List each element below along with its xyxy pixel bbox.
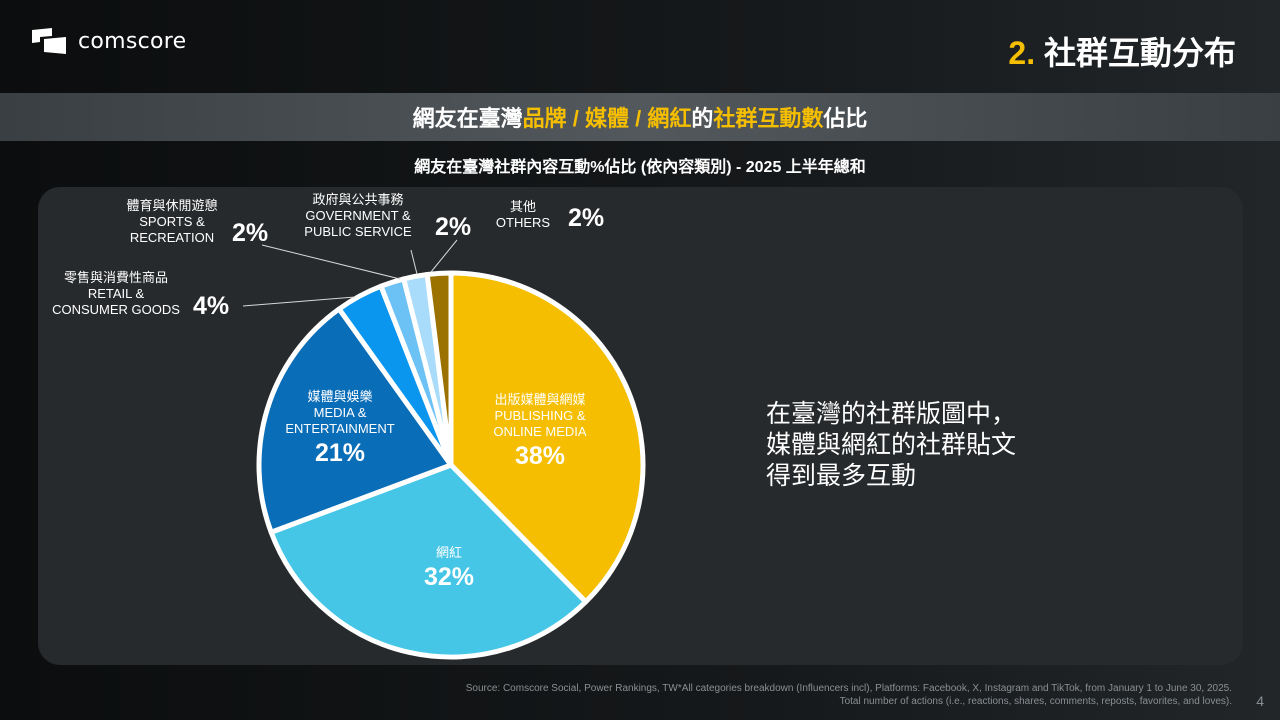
slice-label-media: 媒體與娛樂 MEDIA & ENTERTAINMENT 21% (270, 389, 410, 469)
takeaway-line: 在臺灣的社群版圖中， (766, 399, 1017, 428)
banner-highlight: 社群互動數 (713, 106, 824, 131)
section-number: 2. (1008, 35, 1036, 71)
label-en: GOVERNMENT & (305, 208, 411, 223)
takeaway-line: 得到最多互動 (766, 461, 917, 490)
source-note: Source: Comscore Social, Power Rankings,… (466, 682, 1232, 708)
leader-line-retail (242, 296, 356, 307)
label-zh: 其他 (509, 199, 536, 214)
source-line: Total number of actions (i.e., reactions… (839, 696, 1232, 707)
headline-banner: 網友在臺灣 品牌 / 媒體 / 網紅的社群互動數 佔比 (0, 93, 1280, 141)
label-zh: 體育與休閒遊憩 (126, 198, 218, 213)
data-label-retail: 4% (193, 292, 230, 320)
label-en: ONLINE MEDIA (493, 424, 587, 439)
banner-highlight: 品牌 / 媒體 / 網紅 (522, 106, 692, 131)
label-zh: 網紅 (435, 545, 462, 560)
pie-slice-6 (424, 270, 454, 468)
data-label: 32% (423, 563, 475, 591)
label-en: MEDIA & (313, 405, 367, 420)
chart-title: 網友在臺灣社群內容互動%佔比 (依內容類別) - 2025 上半年總和 (414, 159, 866, 176)
data-label: 21% (314, 439, 366, 467)
label-zh: 出版媒體與網媒 (494, 392, 586, 407)
comscore-logo-icon (32, 28, 66, 54)
comscore-logo: comscore (32, 28, 187, 54)
slice-label-publishing: 出版媒體與網媒 PUBLISHING & ONLINE MEDIA 38% (470, 392, 610, 472)
banner-text: 佔比 (823, 106, 868, 131)
data-label-government: 2% (435, 213, 472, 241)
pie-slice-1 (268, 462, 589, 660)
page-number: 4 (1256, 693, 1264, 709)
leader-line-sports (261, 244, 401, 280)
label-zh: 政府與公共事務 (312, 192, 404, 207)
label-en: RETAIL & (87, 286, 145, 301)
label-en: OTHERS (495, 215, 551, 230)
section-title: 社群互動分布 (1035, 35, 1236, 71)
data-label-others: 2% (568, 204, 605, 232)
slice-label-others: 其他 OTHERS (488, 199, 558, 231)
slice-label-influencers: 網紅 32% (399, 545, 499, 593)
banner-text: 的 (691, 106, 714, 131)
logo-text: comscore (78, 28, 187, 54)
leader-line-others (430, 239, 458, 273)
label-en: ENTERTAINMENT (285, 421, 395, 436)
label-zh: 零售與消費性商品 (63, 270, 168, 285)
pie-slice-2 (256, 306, 454, 535)
label-en: PUBLISHING & (494, 408, 586, 423)
banner-text: 網友在臺灣 (412, 106, 523, 131)
key-takeaway: 在臺灣的社群版圖中， 媒體與網紅的社群貼文 得到最多互動 (766, 398, 1016, 491)
data-label-sports: 2% (232, 219, 269, 247)
source-line: Source: Comscore Social, Power Rankings,… (465, 683, 1232, 694)
label-en: RECREATION (129, 230, 215, 245)
slice-label-retail: 零售與消費性商品 RETAIL & CONSUMER GOODS (40, 270, 192, 318)
slice-label-sports: 體育與休閒遊憩 SPORTS & RECREATION (112, 198, 232, 246)
leader-line-government (410, 249, 418, 275)
leader-lines (242, 239, 458, 307)
slice-label-government: 政府與公共事務 GOVERNMENT & PUBLIC SERVICE (296, 192, 420, 240)
pie-slice-0 (448, 270, 646, 605)
label-en: PUBLIC SERVICE (304, 224, 412, 239)
label-zh: 媒體與娛樂 (307, 389, 373, 404)
takeaway-line: 媒體與網紅的社群貼文 (766, 430, 1017, 459)
label-en: SPORTS & (139, 214, 205, 229)
slide-title: 2. 社群互動分布 (1008, 28, 1236, 74)
data-label: 38% (514, 442, 566, 470)
label-en: CONSUMER GOODS (52, 302, 180, 317)
